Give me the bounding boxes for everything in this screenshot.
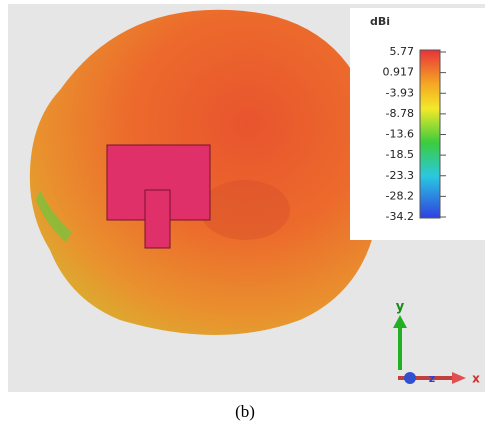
colorbar-tick-label: 0.917 (383, 66, 415, 79)
colorbar-tick-label: -23.3 (386, 169, 414, 182)
z-axis-dot (404, 372, 416, 384)
pattern-shade (200, 180, 290, 240)
y-axis-label: y (396, 300, 405, 315)
z-axis-label: z (429, 372, 435, 385)
colorbar-tick-label: 5.77 (390, 45, 415, 58)
feed-line (144, 189, 171, 249)
x-arrow-head (452, 372, 466, 384)
colorbar-tick-label: -8.78 (386, 107, 414, 120)
colorbar-tick-label: -18.5 (386, 148, 414, 161)
colorbar-tick-label: -13.6 (386, 128, 414, 141)
colorbar-tick-label: -34.2 (386, 210, 414, 223)
colorbar-tick-label: -28.2 (386, 189, 414, 202)
colorbar-unit: dBi (370, 15, 390, 28)
legend-box (350, 8, 485, 240)
pattern-edge (36, 190, 72, 242)
colorbar-tick-label: -3.93 (386, 86, 414, 99)
colorbar (419, 49, 441, 219)
caption: (b) (235, 402, 255, 421)
x-axis-label: x (472, 372, 480, 386)
y-arrow-head (393, 315, 407, 328)
colorbar-ticks: 5.77 0.917 -3.93 -8.78 -13.6 -18.5 -23.3 -28.2 -… (383, 45, 446, 223)
